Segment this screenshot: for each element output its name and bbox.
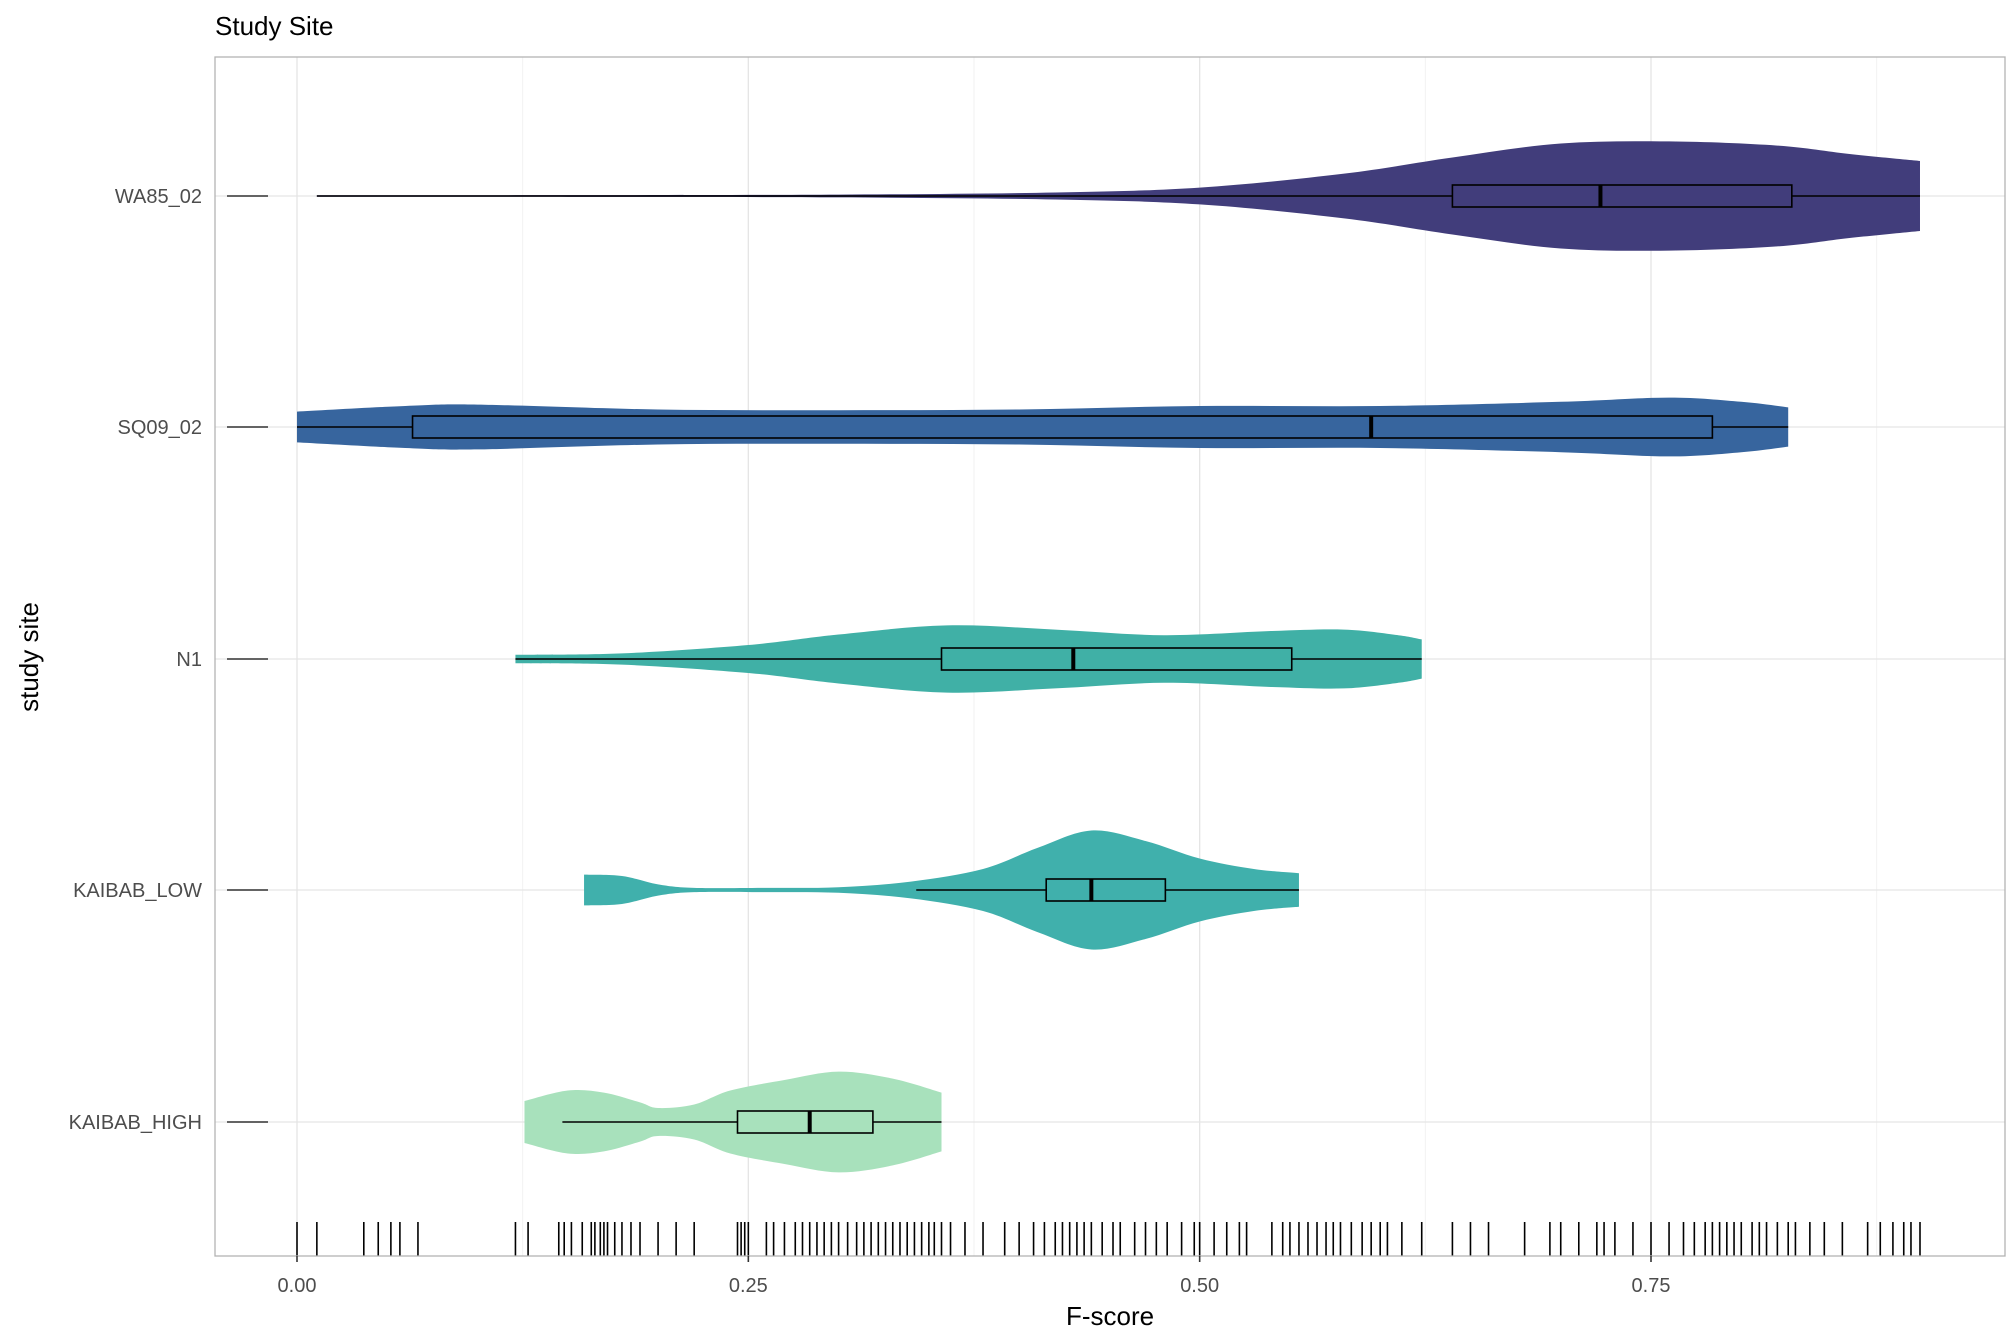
panel-border [214,56,2006,1257]
y-tick-label: N1 [176,649,202,671]
x-tick-label: 0.75 [1632,1275,1671,1297]
box-kaibab_low [1045,878,1167,902]
x-tick-label: 0.25 [729,1275,768,1297]
x-axis: 0.00 0.25 0.50 0.75 [278,1256,1671,1297]
box-wa85_02 [1451,184,1793,208]
x-axis-title: F-score [1066,1301,1154,1331]
x-tick-label: 0.50 [1180,1275,1219,1297]
y-tick-label: WA85_02 [115,186,202,208]
y-axis-title: study site [14,602,44,712]
rug [296,1222,1921,1256]
box-sq09_02 [411,415,1714,439]
box-kaibab_high [736,1110,874,1134]
chart-title: Study Site [215,11,334,41]
y-tick-label: SQ09_02 [117,417,202,439]
boxplots [297,184,1920,1134]
box-n1 [940,647,1293,671]
y-tick-label: KAIBAB_HIGH [69,1112,202,1134]
x-tick-label: 0.00 [278,1275,317,1297]
y-axis: WA85_02 SQ09_02 N1 KAIBAB_LOW KAIBAB_HIGH [69,186,268,1134]
y-tick-label: KAIBAB_LOW [73,880,202,902]
